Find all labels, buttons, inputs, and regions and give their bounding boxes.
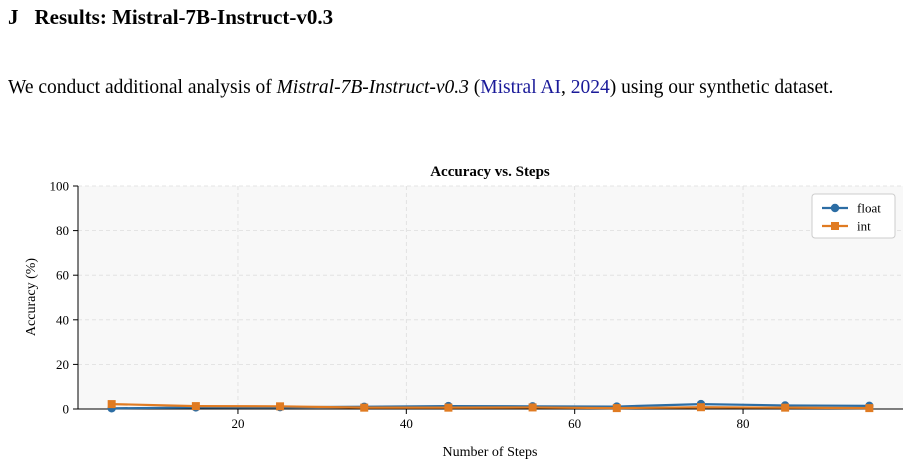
y-tick-label: 20 — [56, 357, 69, 372]
legend-label-int: int — [857, 219, 871, 234]
series-line-int — [111, 402, 870, 410]
x-tick-label: 60 — [568, 416, 581, 431]
x-tick-label: 80 — [737, 416, 750, 431]
paragraph-suffix: ) using our synthetic dataset. — [609, 77, 834, 98]
model-name: Mistral-7B-Instruct-v0.3 — [276, 77, 469, 98]
x-tick-label: 20 — [231, 416, 244, 431]
plot-area: 0 20 40 60 80 100 20 40 60 80 — [50, 179, 903, 431]
data-point-int — [191, 402, 200, 411]
data-point-int — [107, 400, 116, 409]
section-title: Results: Mistral-7B-Instruct-v0.3 — [34, 5, 334, 29]
legend-marker-int — [831, 222, 839, 230]
data-point-int — [781, 403, 790, 412]
chart-title: Accuracy vs. Steps — [430, 164, 550, 180]
citation-year-link[interactable]: 2024 — [570, 77, 610, 98]
legend-marker-float — [830, 203, 840, 213]
y-tick-label: 0 — [63, 402, 70, 417]
y-tick-label: 60 — [56, 268, 69, 283]
y-tick-label: 100 — [50, 179, 70, 194]
data-point-int — [276, 402, 285, 411]
series-line-float — [111, 402, 870, 410]
legend: float int — [811, 193, 896, 239]
x-axis-label: Number of Steps — [443, 445, 538, 460]
paragraph-prefix: We conduct additional analysis of — [8, 77, 277, 98]
data-point-int — [696, 403, 705, 412]
data-point-int — [612, 404, 621, 413]
section-number: J — [8, 5, 19, 29]
data-point-int — [360, 403, 369, 412]
citation-author-link[interactable]: Mistral AI — [480, 77, 562, 98]
section-heading: J Results: Mistral-7B-Instruct-v0.3 — [8, 5, 333, 30]
y-tick-label: 40 — [56, 312, 69, 327]
data-point-int — [528, 403, 537, 412]
y-axis-label: Accuracy (%) — [24, 258, 39, 336]
x-tick-label: 40 — [400, 416, 413, 431]
plot-background — [78, 186, 903, 409]
data-point-int — [444, 403, 453, 412]
data-point-int — [865, 404, 874, 413]
legend-label-float: float — [857, 201, 881, 216]
y-tick-label: 80 — [56, 223, 69, 238]
body-paragraph: We conduct additional analysis of Mistra… — [8, 77, 833, 99]
paragraph-open-paren: ( — [468, 77, 481, 98]
paragraph-comma: , — [561, 77, 571, 98]
legend-box — [811, 193, 896, 239]
